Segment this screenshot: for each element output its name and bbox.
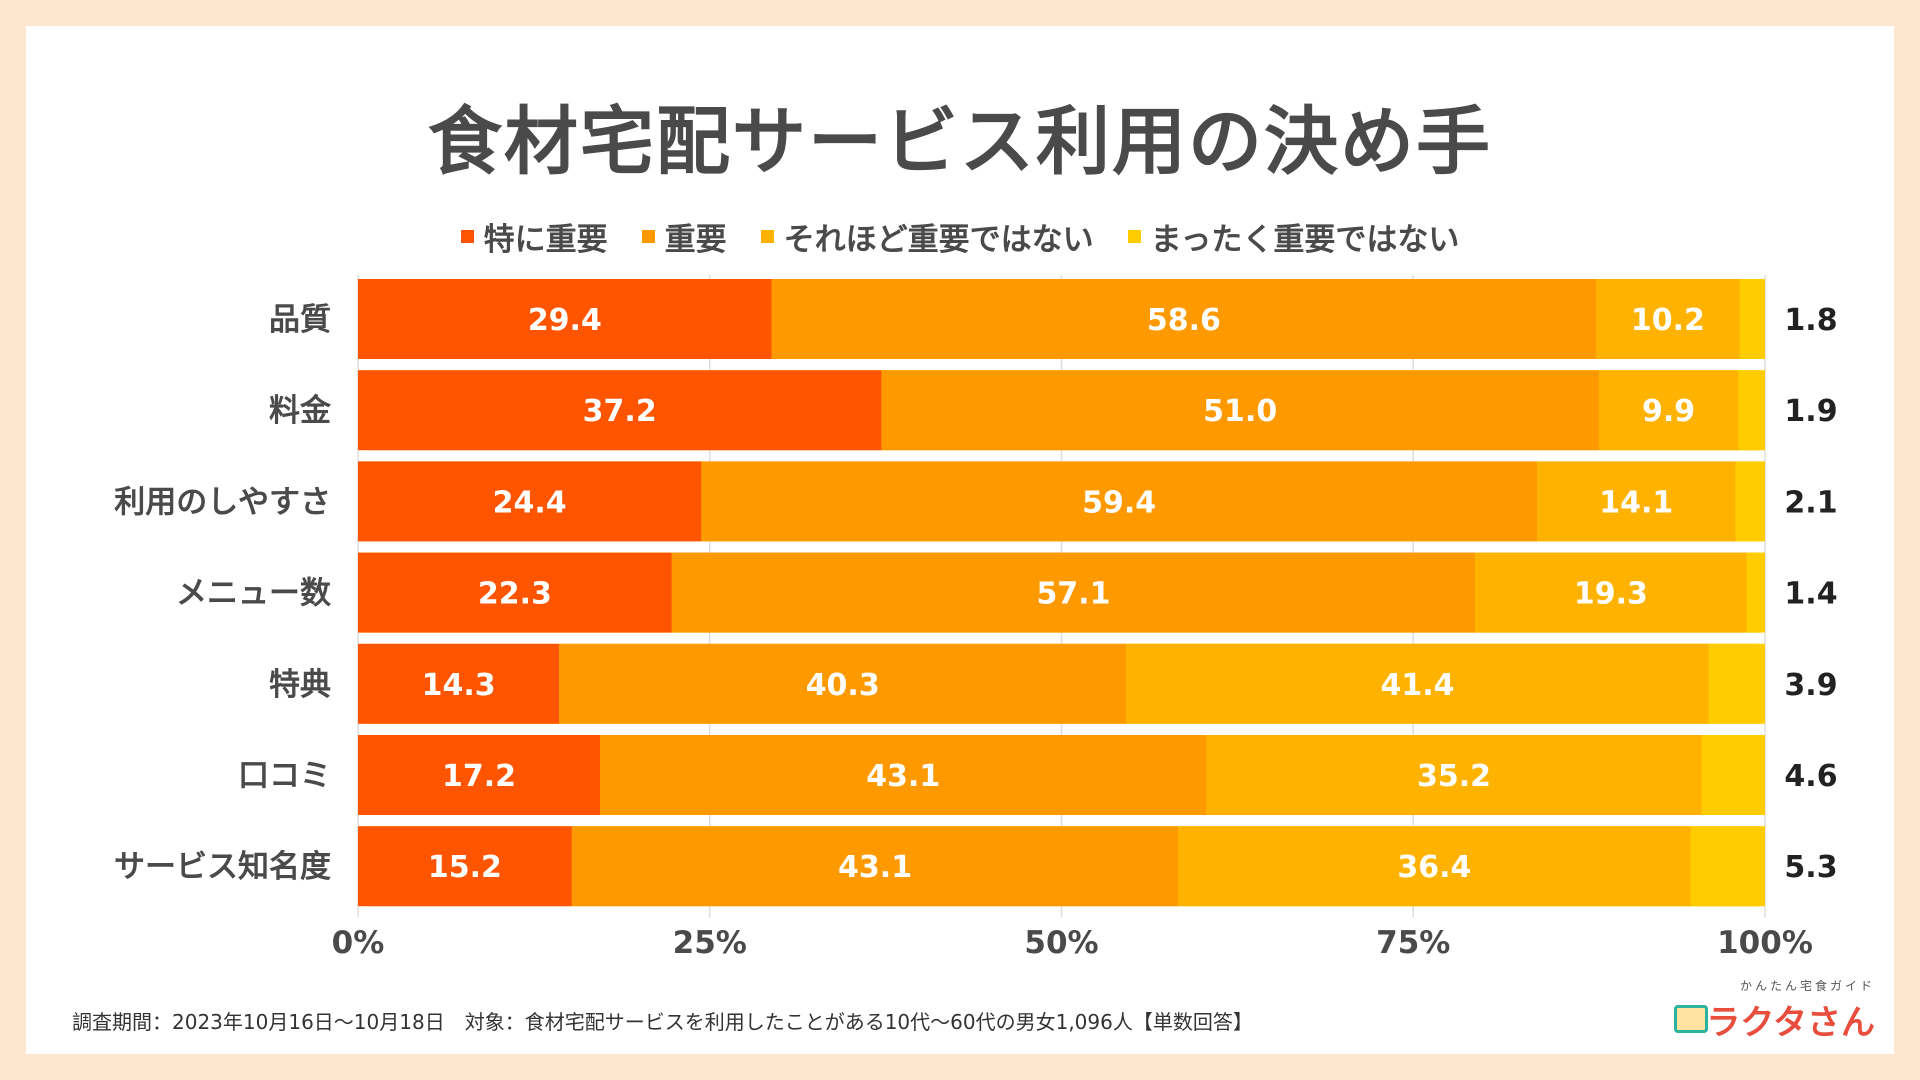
bar-segment: [1126, 643, 1709, 724]
bar-segment: [1708, 643, 1765, 724]
data-label: 43.1: [866, 759, 940, 794]
brand-house-icon: [1674, 1005, 1708, 1033]
legend-item-important: 重要: [641, 214, 727, 259]
bar-segment: [1598, 370, 1739, 451]
x-tick-label: 0%: [332, 925, 385, 961]
legend-swatch: [641, 230, 655, 243]
legend-item-very-important: 特に重要: [460, 214, 608, 259]
bar-segment: [358, 552, 672, 633]
data-label-outside: 1.8: [1784, 303, 1837, 338]
legend-label: 特に重要: [483, 222, 608, 258]
category-label: 品質: [269, 302, 331, 338]
legend-item-not-very-important: それほど重要ではない: [760, 214, 1094, 259]
bar-segment: [358, 643, 560, 724]
brand-name: ラクタさん: [1706, 1003, 1875, 1043]
data-label: 58.6: [1147, 303, 1221, 338]
data-label: 51.0: [1203, 394, 1277, 429]
data-label: 36.4: [1397, 850, 1471, 885]
x-tick-label: 25%: [673, 925, 747, 961]
x-tick-label: 50%: [1024, 925, 1098, 961]
survey-footnote: 調査期間：2023年10月16日〜10月18日 対象：食材宅配サービスを利用した…: [72, 1010, 1253, 1034]
data-label: 14.3: [422, 668, 496, 703]
category-label: メニュー数: [176, 576, 331, 612]
data-label: 37.2: [583, 394, 657, 429]
data-label-outside: 5.3: [1784, 850, 1837, 885]
data-label-outside: 3.9: [1784, 668, 1837, 703]
data-label-outside: 1.9: [1784, 394, 1837, 429]
bar-segment: [571, 826, 1179, 907]
bar-segment: [771, 279, 1597, 359]
category-label: 口コミ: [238, 758, 331, 794]
category-label: サービス知名度: [114, 849, 331, 885]
data-label: 40.3: [806, 668, 880, 703]
legend-swatch: [1127, 230, 1141, 243]
bar-segment: [358, 735, 601, 815]
bar-segment: [358, 279, 772, 359]
bar-segment: [1537, 461, 1736, 542]
data-label-outside: 2.1: [1784, 485, 1837, 520]
bar-segment: [559, 643, 1127, 724]
data-label: 24.4: [493, 485, 567, 520]
bar-segment: [1475, 552, 1747, 633]
data-label: 41.4: [1380, 668, 1454, 703]
data-label-outside: 1.4: [1784, 577, 1837, 612]
bar-segment: [1701, 735, 1765, 815]
data-label: 22.3: [478, 577, 552, 612]
data-label: 57.1: [1036, 577, 1110, 612]
data-label: 29.4: [528, 303, 602, 338]
bar-segment: [1178, 826, 1691, 907]
data-label: 15.2: [428, 850, 502, 885]
data-label: 43.1: [838, 850, 912, 885]
bar-segment: [1596, 279, 1740, 359]
data-label: 59.4: [1082, 485, 1156, 520]
data-label: 19.3: [1574, 577, 1648, 612]
legend-label: まったく重要ではない: [1150, 222, 1460, 258]
bar-segment: [1746, 552, 1765, 633]
bar-segment: [1739, 279, 1765, 359]
data-label: 35.2: [1417, 759, 1491, 794]
brand-logo[interactable]: かんたん宅食ガイド ラクタさん: [1670, 977, 1885, 1043]
chart-title: 食材宅配サービス利用の決め手: [428, 99, 1492, 185]
chart-legend: 特に重要 重要 それほど重要ではない まったく重要ではない: [0, 214, 1920, 259]
bar-segment: [671, 552, 1476, 633]
bar-segment: [358, 826, 572, 907]
data-label: 10.2: [1631, 303, 1705, 338]
bar-segment: [1735, 461, 1765, 542]
legend-swatch: [460, 230, 474, 243]
bar-segment: [881, 370, 1599, 451]
category-label: 特典: [269, 667, 331, 703]
brand-tagline: かんたん宅食ガイド: [1739, 979, 1875, 993]
data-label: 17.2: [442, 759, 516, 794]
bar-segment: [358, 370, 882, 451]
data-label-outside: 4.6: [1784, 759, 1837, 794]
data-label: 14.1: [1599, 485, 1673, 520]
bar-segment: [701, 461, 1538, 542]
legend-item-not-important-at-all: まったく重要ではない: [1127, 214, 1460, 259]
bar-segment: [1206, 735, 1702, 815]
category-label: 料金: [269, 393, 332, 429]
data-label: 9.9: [1642, 394, 1695, 429]
bar-segment: [1738, 370, 1765, 451]
category-label: 利用のしやすさ: [114, 484, 331, 520]
legend-label: それほど重要ではない: [783, 222, 1094, 258]
x-tick-label: 75%: [1376, 925, 1450, 961]
legend-swatch: [760, 230, 774, 243]
bar-segment: [600, 735, 1207, 815]
legend-label: 重要: [664, 222, 727, 258]
bar-segment: [358, 461, 702, 542]
x-tick-label: 100%: [1717, 925, 1813, 961]
bar-segment: [1690, 826, 1765, 907]
